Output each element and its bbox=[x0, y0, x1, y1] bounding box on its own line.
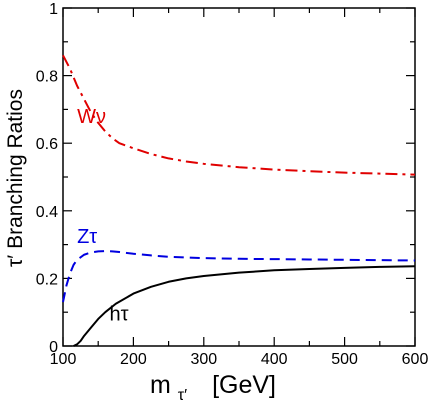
x-tick-label: 200 bbox=[120, 351, 147, 368]
x-tick-label: 400 bbox=[261, 351, 288, 368]
y-tick-label: 0.2 bbox=[36, 271, 58, 288]
series-label-w-nu: Wν bbox=[77, 106, 106, 128]
axis-tick-labels: 100 200 300 400 500 600 0 0.2 0.4 0.6 0.8 1 bbox=[36, 1, 429, 368]
x-axis-title-unit: [GeV] bbox=[212, 371, 276, 399]
y-tick-label: 1 bbox=[49, 1, 58, 18]
x-tick-label: 500 bbox=[331, 351, 358, 368]
y-tick-label: 0 bbox=[49, 339, 58, 356]
x-axis-title-main: m bbox=[150, 371, 171, 399]
y-tick-label: 0.4 bbox=[36, 204, 58, 221]
series-labels: Wν Zτ hτ bbox=[77, 106, 129, 326]
x-tick-label: 300 bbox=[190, 351, 217, 368]
y-axis-title: τ′ Branching Ratios bbox=[4, 89, 27, 267]
series-line-w-nu bbox=[62, 54, 416, 176]
x-axis-title-subscript: τ′ bbox=[178, 387, 187, 404]
x-tick-label: 100 bbox=[50, 351, 77, 368]
y-tick-label: 0.8 bbox=[36, 69, 58, 86]
x-axis-title: m τ′ [GeV] bbox=[150, 371, 276, 406]
x-tick-label: 600 bbox=[402, 351, 429, 368]
series-line-h-tau bbox=[73, 265, 416, 347]
axis-ticks bbox=[62, 7, 416, 347]
y-tick-label: 0.6 bbox=[36, 136, 58, 153]
series-label-h-tau: hτ bbox=[109, 304, 128, 326]
series-label-z-tau: Zτ bbox=[77, 226, 97, 248]
plot-frame bbox=[62, 7, 416, 347]
series-line-z-tau bbox=[62, 250, 416, 303]
series-layer bbox=[62, 54, 416, 347]
